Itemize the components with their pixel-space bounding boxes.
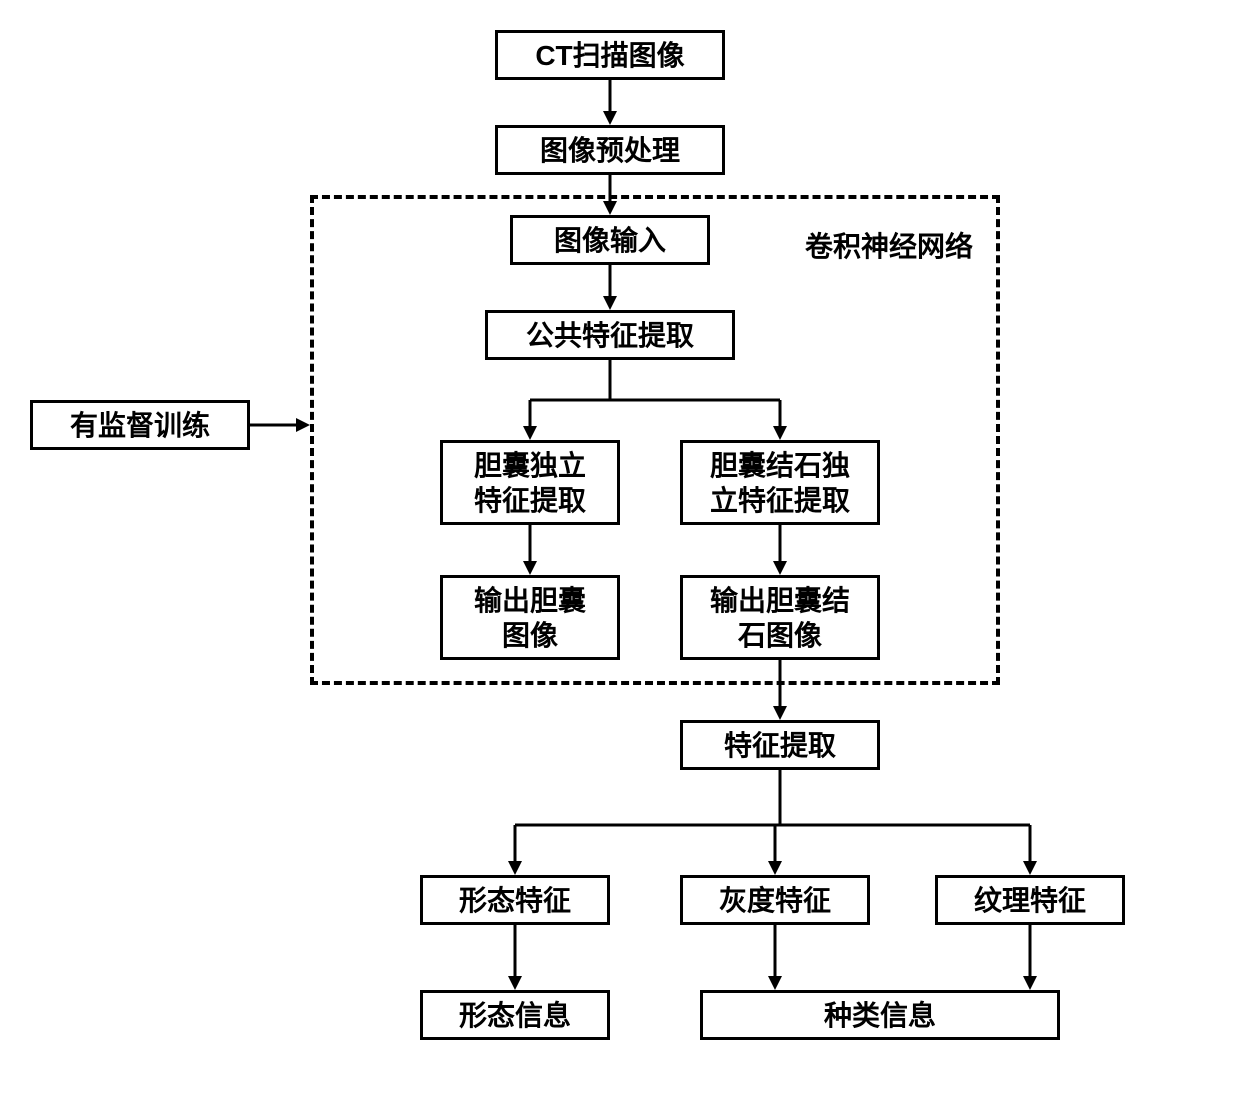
node-type-info: 种类信息 [700, 990, 1060, 1040]
node-stone-output: 输出胆囊结石图像 [680, 575, 880, 660]
node-gray-feature: 灰度特征 [680, 875, 870, 925]
diagram-canvas: 卷积神经网络 CT扫描图像 图像预处理 图像输入 公共特征提取 胆囊独立特征提取… [0, 0, 1240, 1110]
node-gallbladder-feature: 胆囊独立特征提取 [440, 440, 620, 525]
node-gallbladder-output: 输出胆囊图像 [440, 575, 620, 660]
node-shape-info: 形态信息 [420, 990, 610, 1040]
node-feature-extract: 特征提取 [680, 720, 880, 770]
node-texture-feature: 纹理特征 [935, 875, 1125, 925]
node-image-input: 图像输入 [510, 215, 710, 265]
node-stone-feature: 胆囊结石独立特征提取 [680, 440, 880, 525]
node-common-feature: 公共特征提取 [485, 310, 735, 360]
node-shape-feature: 形态特征 [420, 875, 610, 925]
cnn-label: 卷积神经网络 [805, 225, 995, 265]
node-preprocess: 图像预处理 [495, 125, 725, 175]
node-ct-scan: CT扫描图像 [495, 30, 725, 80]
node-supervised-training: 有监督训练 [30, 400, 250, 450]
cnn-dashed-container [310, 195, 1000, 685]
